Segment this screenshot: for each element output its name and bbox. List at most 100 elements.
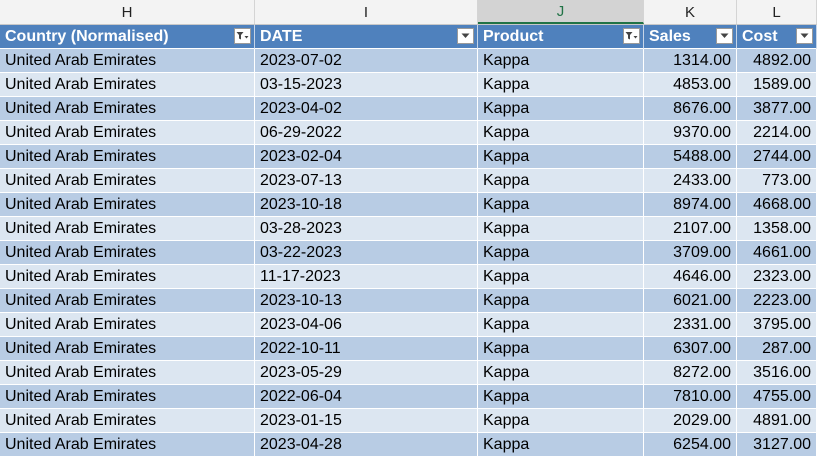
filter-funnel-dropdown-icon[interactable] (234, 28, 251, 44)
date-cell[interactable]: 2023-04-06 (255, 313, 478, 337)
cost-cell[interactable]: 4661.00 (737, 241, 817, 265)
header-cell-country[interactable]: Country (Normalised) (0, 25, 255, 49)
country-cell[interactable]: United Arab Emirates (0, 49, 255, 73)
column-header-h[interactable]: H (0, 0, 255, 24)
column-header-k[interactable]: K (644, 0, 737, 24)
date-cell[interactable]: 2022-06-04 (255, 385, 478, 409)
cost-cell[interactable]: 2214.00 (737, 121, 817, 145)
cost-cell[interactable]: 3516.00 (737, 361, 817, 385)
product-cell[interactable]: Kappa (478, 433, 644, 457)
product-cell[interactable]: Kappa (478, 337, 644, 361)
country-cell[interactable]: United Arab Emirates (0, 313, 255, 337)
product-cell[interactable]: Kappa (478, 145, 644, 169)
date-cell[interactable]: 2022-10-11 (255, 337, 478, 361)
sales-cell[interactable]: 6254.00 (644, 433, 737, 457)
sales-cell[interactable]: 3709.00 (644, 241, 737, 265)
cost-cell[interactable]: 4892.00 (737, 49, 817, 73)
sales-cell[interactable]: 8272.00 (644, 361, 737, 385)
date-cell[interactable]: 03-22-2023 (255, 241, 478, 265)
country-cell[interactable]: United Arab Emirates (0, 361, 255, 385)
column-header-j[interactable]: J (478, 0, 644, 24)
date-cell[interactable]: 11-17-2023 (255, 265, 478, 289)
country-cell[interactable]: United Arab Emirates (0, 193, 255, 217)
country-cell[interactable]: United Arab Emirates (0, 337, 255, 361)
sales-cell[interactable]: 2107.00 (644, 217, 737, 241)
sales-cell[interactable]: 8676.00 (644, 97, 737, 121)
country-cell[interactable]: United Arab Emirates (0, 169, 255, 193)
cost-cell[interactable]: 3127.00 (737, 433, 817, 457)
product-cell[interactable]: Kappa (478, 409, 644, 433)
date-cell[interactable]: 2023-04-28 (255, 433, 478, 457)
sales-cell[interactable]: 2433.00 (644, 169, 737, 193)
header-cell-sales[interactable]: Sales (644, 25, 737, 49)
header-cell-date[interactable]: DATE (255, 25, 478, 49)
sales-cell[interactable]: 1314.00 (644, 49, 737, 73)
product-cell[interactable]: Kappa (478, 49, 644, 73)
dropdown-arrow-icon[interactable] (796, 28, 813, 44)
sales-cell[interactable]: 4646.00 (644, 265, 737, 289)
product-cell[interactable]: Kappa (478, 265, 644, 289)
country-cell[interactable]: United Arab Emirates (0, 409, 255, 433)
date-cell[interactable]: 2023-10-18 (255, 193, 478, 217)
date-cell[interactable]: 06-29-2022 (255, 121, 478, 145)
product-cell[interactable]: Kappa (478, 97, 644, 121)
cost-cell[interactable]: 4891.00 (737, 409, 817, 433)
product-cell[interactable]: Kappa (478, 217, 644, 241)
product-cell[interactable]: Kappa (478, 193, 644, 217)
dropdown-arrow-icon[interactable] (716, 28, 733, 44)
country-cell[interactable]: United Arab Emirates (0, 289, 255, 313)
product-cell[interactable]: Kappa (478, 361, 644, 385)
sales-cell[interactable]: 6021.00 (644, 289, 737, 313)
cost-cell[interactable]: 4755.00 (737, 385, 817, 409)
date-cell[interactable]: 2023-02-04 (255, 145, 478, 169)
dropdown-arrow-icon[interactable] (457, 28, 474, 44)
country-cell[interactable]: United Arab Emirates (0, 73, 255, 97)
header-cell-cost[interactable]: Cost (737, 25, 817, 49)
cost-cell[interactable]: 1589.00 (737, 73, 817, 97)
cost-cell[interactable]: 1358.00 (737, 217, 817, 241)
cost-cell[interactable]: 773.00 (737, 169, 817, 193)
country-cell[interactable]: United Arab Emirates (0, 265, 255, 289)
sales-cell[interactable]: 5488.00 (644, 145, 737, 169)
product-cell[interactable]: Kappa (478, 313, 644, 337)
product-cell[interactable]: Kappa (478, 241, 644, 265)
sales-cell[interactable]: 8974.00 (644, 193, 737, 217)
product-cell[interactable]: Kappa (478, 73, 644, 97)
date-cell[interactable]: 2023-07-02 (255, 49, 478, 73)
date-cell[interactable]: 2023-07-13 (255, 169, 478, 193)
country-cell[interactable]: United Arab Emirates (0, 121, 255, 145)
cost-cell[interactable]: 2223.00 (737, 289, 817, 313)
column-header-i[interactable]: I (255, 0, 478, 24)
cost-cell[interactable]: 3877.00 (737, 97, 817, 121)
product-cell[interactable]: Kappa (478, 121, 644, 145)
product-cell[interactable]: Kappa (478, 385, 644, 409)
cost-cell[interactable]: 2323.00 (737, 265, 817, 289)
product-cell[interactable]: Kappa (478, 289, 644, 313)
date-cell[interactable]: 2023-05-29 (255, 361, 478, 385)
sales-cell[interactable]: 2029.00 (644, 409, 737, 433)
date-cell[interactable]: 2023-04-02 (255, 97, 478, 121)
header-cell-product[interactable]: Product (478, 25, 644, 49)
date-cell[interactable]: 03-15-2023 (255, 73, 478, 97)
date-cell[interactable]: 2023-01-15 (255, 409, 478, 433)
sales-cell[interactable]: 9370.00 (644, 121, 737, 145)
cost-cell[interactable]: 2744.00 (737, 145, 817, 169)
country-cell[interactable]: United Arab Emirates (0, 97, 255, 121)
date-cell[interactable]: 03-28-2023 (255, 217, 478, 241)
country-cell[interactable]: United Arab Emirates (0, 385, 255, 409)
product-cell[interactable]: Kappa (478, 169, 644, 193)
country-cell[interactable]: United Arab Emirates (0, 241, 255, 265)
sales-cell[interactable]: 4853.00 (644, 73, 737, 97)
sales-cell[interactable]: 6307.00 (644, 337, 737, 361)
cost-cell[interactable]: 4668.00 (737, 193, 817, 217)
filter-funnel-dropdown-icon[interactable] (623, 28, 640, 44)
sales-cell[interactable]: 7810.00 (644, 385, 737, 409)
date-cell[interactable]: 2023-10-13 (255, 289, 478, 313)
country-cell[interactable]: United Arab Emirates (0, 433, 255, 457)
cost-cell[interactable]: 287.00 (737, 337, 817, 361)
country-cell[interactable]: United Arab Emirates (0, 217, 255, 241)
sales-cell[interactable]: 2331.00 (644, 313, 737, 337)
column-header-l[interactable]: L (737, 0, 817, 24)
cost-cell[interactable]: 3795.00 (737, 313, 817, 337)
country-cell[interactable]: United Arab Emirates (0, 145, 255, 169)
